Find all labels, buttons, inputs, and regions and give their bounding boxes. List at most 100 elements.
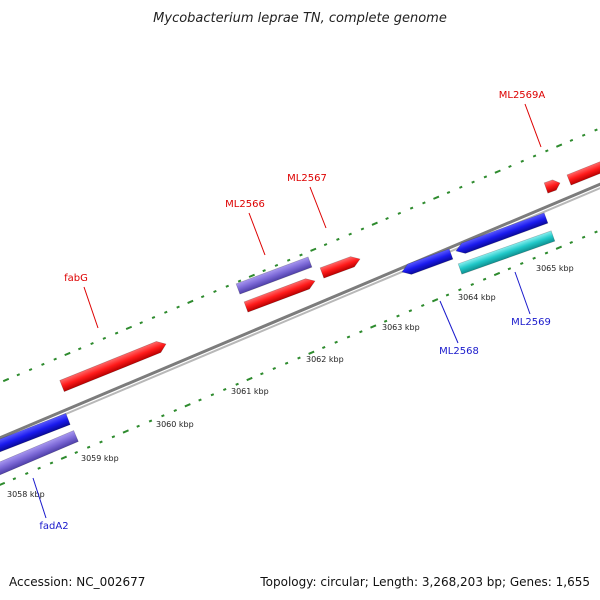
inner-track-minor-tick [284, 361, 289, 365]
gene-ml2567-leader-line [309, 186, 327, 229]
map-title: Mycobacterium leprae TN, complete genome [153, 11, 447, 26]
gene-ml2569a-leader-line [524, 103, 542, 148]
inner-track-major-tick [0, 481, 6, 487]
inner-track-major-tick [308, 350, 315, 355]
genome-summary-text: Topology: circular; Length: 3,268,203 bp… [259, 575, 590, 589]
outer-track-major-tick [64, 351, 71, 357]
outer-track-minor-tick [471, 180, 475, 184]
tick-label-3062: 3062 kbp [306, 355, 344, 364]
inner-track-minor-tick [99, 440, 103, 444]
outer-track-minor-tick [581, 133, 586, 137]
outer-track-minor-tick [286, 258, 291, 262]
inner-track-minor-tick [594, 230, 598, 234]
inner-track-minor-tick [198, 398, 202, 402]
tick-label-3063: 3063 kbp [382, 323, 420, 332]
inner-track-minor-tick [148, 419, 153, 423]
cds-blue-left-edge[interactable] [0, 413, 71, 453]
inner-track-minor-tick [272, 366, 277, 371]
outer-track-minor-tick [459, 185, 463, 189]
gene-ml2566-label[interactable]: ML2566 [225, 199, 265, 210]
outer-track-minor-tick [139, 321, 143, 325]
inner-track-minor-tick [420, 303, 425, 308]
gene-ml2569a-label[interactable]: ML2569A [499, 90, 546, 101]
inner-track-minor-tick [136, 424, 140, 428]
inner-track-minor-tick [161, 414, 165, 418]
gene-fada2-label[interactable]: fadA2 [39, 521, 68, 532]
tick-label-3064: 3064 kbp [458, 293, 496, 302]
inner-track-minor-tick [74, 450, 79, 455]
gene-ml2566-leader-line [248, 212, 266, 256]
gene-ml2568-feature[interactable] [400, 248, 454, 277]
inner-tick-track [0, 230, 598, 487]
inner-track-minor-tick [569, 240, 574, 245]
inner-track-major-tick [122, 429, 129, 434]
gene-fabg-feature[interactable] [59, 338, 168, 392]
gene-ml2568-leader-line [439, 300, 459, 344]
gene-ml2569-feature[interactable] [457, 230, 556, 275]
outer-track-major-tick [433, 195, 440, 200]
gene-ml2566-feature[interactable] [235, 256, 313, 295]
outer-track-minor-tick [520, 159, 525, 163]
gene-ml2567-feature[interactable] [319, 254, 362, 279]
gene-ml2569-label[interactable]: ML2569 [511, 317, 551, 328]
inner-track-minor-tick [482, 277, 487, 281]
inner-track-major-tick [555, 245, 563, 250]
outer-track-minor-tick [385, 217, 389, 221]
outer-track-minor-tick [446, 190, 451, 195]
outer-track-minor-tick [213, 289, 217, 293]
outer-track-major-tick [494, 169, 501, 174]
inner-track-minor-tick [334, 340, 338, 344]
inner-track-minor-tick [346, 335, 351, 339]
inner-track-major-tick [184, 403, 191, 408]
inner-track-minor-tick [235, 382, 239, 386]
inner-track-minor-tick [470, 282, 475, 287]
outer-tick-track [2, 128, 598, 383]
gene-fabg-leader-line [83, 286, 99, 329]
backbone-outer-line [0, 182, 600, 440]
inner-track-minor-tick [222, 387, 227, 392]
outer-track-minor-tick [114, 331, 119, 335]
outer-track-minor-tick [53, 357, 57, 361]
inner-track-minor-tick [37, 466, 41, 470]
outer-track-minor-tick [409, 206, 414, 210]
inner-track-minor-tick [383, 319, 388, 323]
tick-label-3058: 3058 kbp [7, 490, 45, 499]
outer-track-major-tick [555, 143, 563, 148]
gene-fabg-label[interactable]: fabG [64, 273, 88, 284]
tick-label-3059: 3059 kbp [81, 454, 119, 463]
gene-ml2569-leader-line [514, 271, 531, 315]
outer-track-minor-tick [176, 305, 180, 309]
inner-track-major-tick [431, 298, 439, 303]
outer-track-minor-tick [225, 284, 230, 288]
inner-track-minor-tick [260, 372, 264, 376]
outer-track-major-tick [187, 299, 194, 304]
cds-red-2566b[interactable] [243, 276, 317, 313]
outer-track-major-tick [371, 221, 378, 226]
outer-track-minor-tick [164, 310, 168, 314]
outer-track-minor-tick [102, 336, 107, 340]
gene-ml2567-label[interactable]: ML2567 [287, 173, 327, 184]
inner-track-minor-tick [12, 477, 17, 481]
inner-track-minor-tick [359, 330, 363, 334]
gene-labels: fabG ML2566 ML2567 ML2569A fadA2 ML2568 ML2569 [32, 90, 551, 532]
inner-track-minor-tick [581, 235, 586, 239]
inner-track-minor-tick [519, 261, 524, 266]
outer-track-minor-tick [336, 237, 340, 241]
gene-ml2569a-feature[interactable] [543, 178, 562, 194]
outer-track-minor-tick [360, 227, 365, 231]
gene-ml2568-label[interactable]: ML2568 [439, 346, 479, 357]
cds-blue-2568b[interactable] [454, 212, 549, 256]
outer-track-minor-tick [397, 211, 402, 215]
inner-track-minor-tick [544, 251, 549, 255]
outer-track-major-tick [310, 247, 317, 252]
inner-track-major-tick [246, 376, 253, 382]
outer-track-minor-tick [200, 295, 205, 299]
tick-label-3065: 3065 kbp [536, 264, 574, 273]
gene-features [0, 160, 600, 476]
inner-track-minor-tick [24, 471, 29, 476]
outer-track-minor-tick [569, 138, 574, 142]
outer-track-minor-tick [323, 243, 328, 247]
gene-fada2-feature[interactable] [0, 430, 79, 476]
cds-red-right-edge[interactable] [566, 160, 600, 186]
